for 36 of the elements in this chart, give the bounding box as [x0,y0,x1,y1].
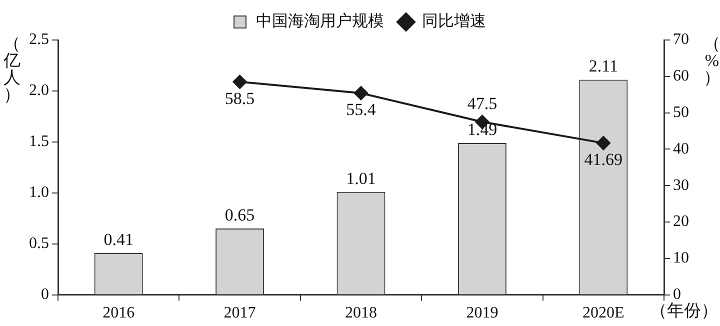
data-label: 47.5 [467,94,498,113]
data-label: 1.49 [467,120,498,139]
y-axis-title: （亿人） [2,34,20,104]
legend-label: 中国海淘用户规模 [256,12,384,30]
y-tick-label: 2.5 [29,31,49,48]
y-tick-label: 0 [41,286,49,304]
y2-tick-label: 60 [673,68,689,85]
x-tick-label: 2016 [102,304,135,322]
y-tick-label: 2.0 [29,82,49,100]
data-label: 55.4 [346,100,376,120]
y2-axis-title: （%） [704,34,720,87]
data-label: 0.41 [104,230,134,249]
y2-tick-label: 20 [673,213,689,230]
y2-tick-label: 50 [673,104,689,122]
point [596,136,610,150]
y2-tick-label: 70 [673,31,689,48]
x-tick-label: 2020E [582,304,624,322]
y-tick-label: 0.5 [29,235,49,252]
data-label: 2.11 [588,56,618,76]
legend-label: 同比增速 [422,12,486,30]
point [232,74,247,89]
x-axis-title: （年份） [650,300,718,320]
y2-tick-label: 10 [673,250,689,267]
data-label: 41.69 [584,150,623,170]
x-tick-label: 2017 [224,304,256,322]
y-tick-label: 1.5 [29,133,49,150]
y2-tick-label: 0 [673,286,681,304]
x-tick-label: 2019 [466,304,498,322]
point [354,86,368,100]
data-label: 1.01 [346,168,376,188]
x-tick-label: 2018 [345,304,377,322]
y2-tick-label: 30 [673,176,689,194]
y-tick-label: 1.0 [29,184,49,202]
data-label: 58.5 [224,88,255,108]
data-label: 0.65 [224,206,255,225]
y2-tick-label: 40 [673,140,689,158]
